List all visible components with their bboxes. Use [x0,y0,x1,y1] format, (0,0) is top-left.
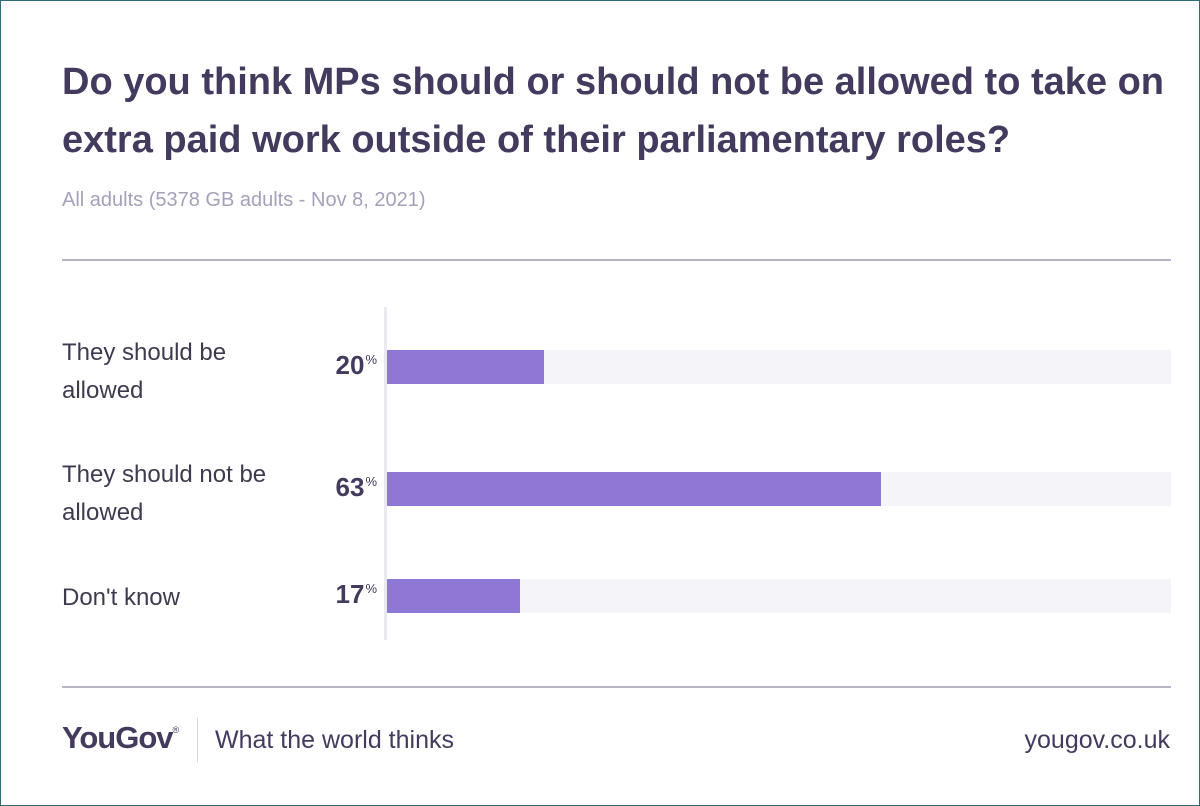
value-label: 63% [301,472,377,503]
category-label: Don't know [62,584,180,611]
top-divider [62,259,1171,261]
axis-baseline [384,307,387,640]
value-unit: % [365,474,377,489]
bar-track [387,350,1171,384]
footer-separator [197,718,198,762]
bar [387,579,520,613]
bar [387,350,544,384]
chart-title: Do you think MPs should or should not be… [62,61,1165,161]
bottom-divider [62,686,1171,688]
bar [387,472,881,506]
value-number: 20 [335,350,365,380]
value-unit: % [365,581,377,596]
value-unit: % [365,352,377,367]
bar-track [387,579,1171,613]
tagline: What the world thinks [215,726,454,754]
value-label: 20% [301,350,377,381]
value-label: 17% [301,579,377,610]
site-link[interactable]: yougov.co.uk [1024,726,1170,754]
yougov-logo: YouGov® [62,720,179,756]
value-number: 17 [335,579,365,609]
registered-mark: ® [172,724,180,735]
category-label: They should not be allowed [62,461,267,526]
value-number: 63 [335,472,365,502]
category-label: They should be allowed [62,339,227,404]
logo-text: YouGov [62,720,174,755]
bar-track [387,472,1171,506]
chart-subtitle: All adults (5378 GB adults - Nov 8, 2021… [62,189,426,211]
